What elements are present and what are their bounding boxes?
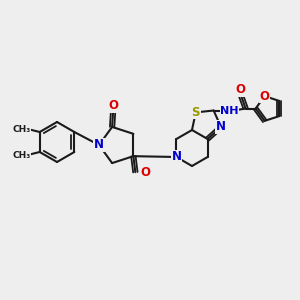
Text: CH₃: CH₃ [13, 124, 31, 134]
Text: N: N [94, 139, 104, 152]
Text: NH: NH [220, 106, 239, 116]
Text: CH₃: CH₃ [13, 151, 31, 160]
Text: N: N [216, 121, 226, 134]
Text: O: O [140, 166, 150, 179]
Text: S: S [191, 106, 200, 119]
Text: O: O [108, 99, 118, 112]
Text: O: O [260, 90, 270, 103]
Text: O: O [236, 83, 246, 96]
Text: N: N [171, 151, 182, 164]
